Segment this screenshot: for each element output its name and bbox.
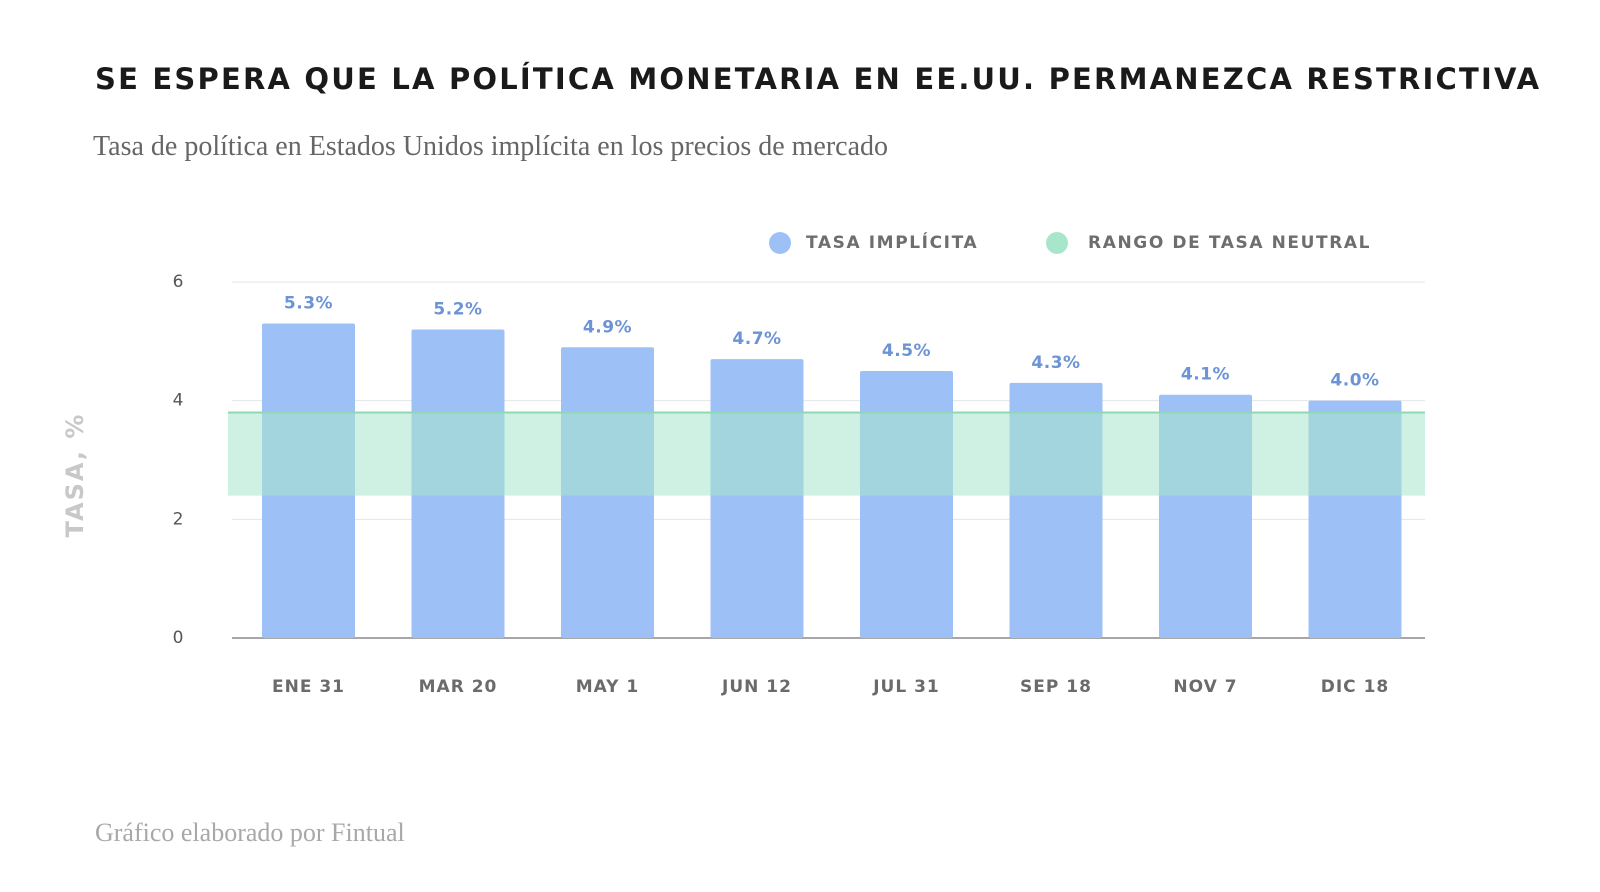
data-label: 4.5% xyxy=(882,341,931,361)
chart-footer: Gráfico elaborado por Fintual xyxy=(95,818,405,847)
labels: 0 2 4 6 5.3% ENE 31 5.2% MAR 20 4.9% MAY 1 4.7% JUN… xyxy=(61,272,1390,697)
chart-title: SE ESPERA QUE LA POLÍTICA MONETARIA EN E… xyxy=(95,62,1542,96)
y-tick-label: 2 xyxy=(173,509,184,529)
legend-swatch-rango-neutral xyxy=(1046,232,1068,254)
x-tick-label: NOV 7 xyxy=(1173,677,1237,697)
x-tick-label: DIC 18 xyxy=(1321,677,1390,697)
x-tick-label: ENE 31 xyxy=(272,677,345,697)
data-label: 4.9% xyxy=(583,317,632,337)
x-tick-label: SEP 18 xyxy=(1020,677,1092,697)
y-tick-label: 6 xyxy=(173,272,184,292)
chart-subtitle: Tasa de política en Estados Unidos implí… xyxy=(93,131,889,162)
data-label: 5.2% xyxy=(433,299,482,319)
data-label: 4.3% xyxy=(1031,353,1080,373)
neutral-band xyxy=(228,411,1425,496)
bar xyxy=(710,359,804,638)
x-tick-label: JUN 12 xyxy=(721,677,792,697)
x-tick-label: MAR 20 xyxy=(419,677,498,697)
data-label: 4.7% xyxy=(732,329,781,349)
neutral-rate-band xyxy=(228,412,1425,496)
x-tick-label: MAY 1 xyxy=(576,677,640,697)
legend-swatch-tasa-implicita xyxy=(769,232,791,254)
x-tick-label: JUL 31 xyxy=(872,677,940,697)
y-axis-title: TASA, % xyxy=(61,413,89,538)
y-tick-label: 0 xyxy=(173,628,184,648)
legend: TASA IMPLÍCITA RANGO DE TASA NEUTRAL xyxy=(769,231,1371,254)
bar xyxy=(860,371,953,638)
legend-label-tasa-implicita: TASA IMPLÍCITA xyxy=(806,231,978,253)
legend-label-rango-neutral: RANGO DE TASA NEUTRAL xyxy=(1088,233,1371,253)
data-label: 4.0% xyxy=(1330,371,1379,391)
data-label: 5.3% xyxy=(284,294,333,314)
data-label: 4.1% xyxy=(1181,365,1230,385)
y-tick-label: 4 xyxy=(173,391,184,411)
